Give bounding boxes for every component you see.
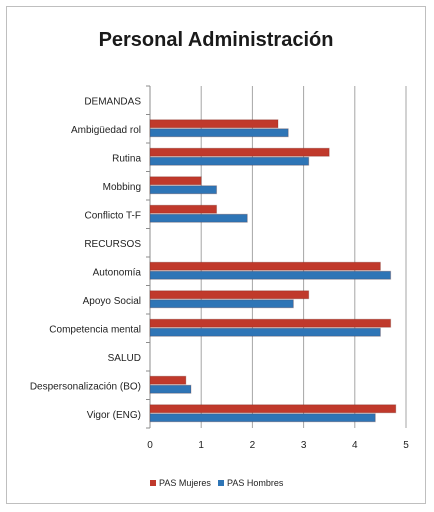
legend-label: PAS Mujeres [159, 478, 211, 488]
bar [149, 327, 381, 337]
category-label: Ambigüedad rol [71, 125, 141, 136]
bar [149, 185, 218, 195]
x-tick-label: 2 [250, 440, 256, 451]
x-tick-label: 0 [147, 440, 153, 451]
category-label: RECURSOS [84, 239, 141, 250]
category-label: Conflicto T-F [85, 210, 142, 221]
bar [149, 299, 294, 309]
bar [149, 270, 392, 280]
bar [149, 204, 218, 214]
category-label: Competencia mental [49, 324, 141, 335]
bar [149, 413, 376, 423]
bar [149, 156, 310, 166]
legend-swatch [150, 480, 156, 486]
bar [149, 176, 202, 186]
category-label: Despersonalización (BO) [30, 381, 141, 392]
bar [149, 147, 330, 157]
bar [149, 119, 279, 129]
category-label: Rutina [112, 153, 141, 164]
x-tick-label: 4 [352, 440, 358, 451]
bar [149, 128, 289, 138]
x-tick-label: 5 [403, 440, 409, 451]
legend-label: PAS Hombres [227, 478, 284, 488]
category-label: Vigor (ENG) [87, 410, 141, 421]
category-label: SALUD [108, 353, 141, 364]
category-label: Mobbing [103, 182, 141, 193]
category-label: Autonomía [93, 267, 142, 278]
category-label: DEMANDAS [84, 96, 141, 107]
bar [149, 384, 192, 394]
bar [149, 261, 381, 271]
legend-swatch [218, 480, 224, 486]
category-label: Apoyo Social [83, 296, 141, 307]
bar [149, 213, 248, 223]
x-tick-label: 1 [198, 440, 204, 451]
bar [149, 404, 397, 414]
bar [149, 375, 187, 385]
x-tick-label: 3 [301, 440, 307, 451]
chart-title: Personal Administración [98, 29, 334, 51]
bar [149, 290, 310, 300]
bar [149, 318, 392, 328]
